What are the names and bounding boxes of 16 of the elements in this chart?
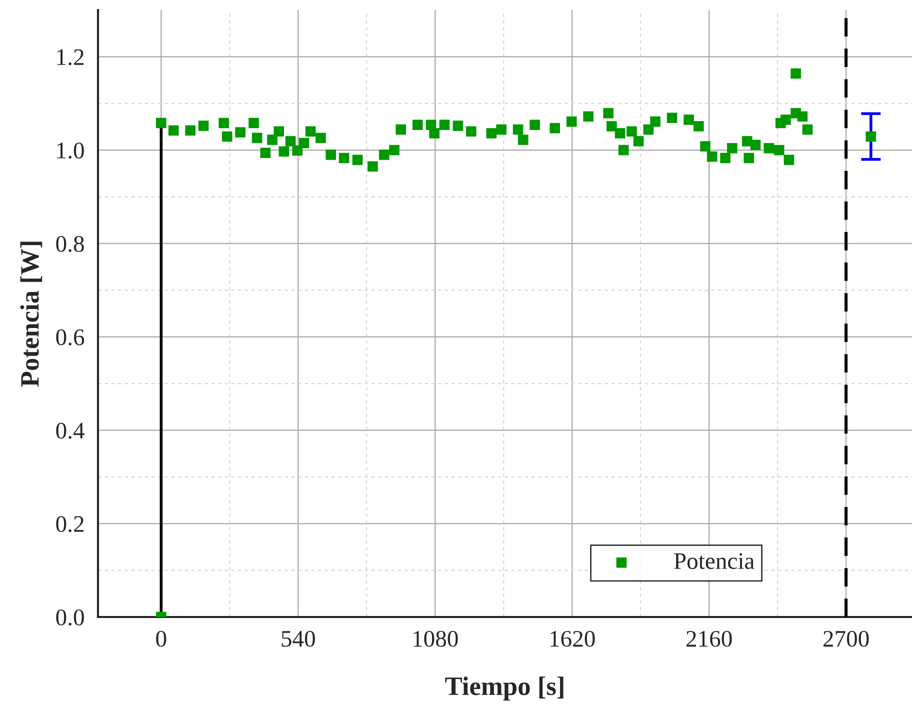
x-tick-label: 540 (282, 630, 315, 647)
y-tick-label: 0.2 (56, 516, 84, 532)
y-axis-title: Potencia [W] (20, 242, 42, 387)
legend-label: Potencia (674, 553, 754, 570)
y-tick-label: 0.4 (56, 422, 84, 439)
y-tick-label: 1.0 (57, 142, 84, 159)
y-tick-label: 0.6 (56, 329, 84, 346)
x-axis-title: Tiempo [s] (445, 676, 564, 701)
x-tick-label: 1080 (414, 630, 458, 647)
y-tick-label: 0.8 (56, 236, 84, 252)
y-tick-label: 1.2 (57, 49, 84, 66)
y-tick-label: 0.0 (56, 609, 84, 626)
x-tick-label: 1620 (550, 630, 595, 647)
x-tick-label: 0 (156, 630, 166, 647)
x-tick-label: 2160 (686, 630, 732, 647)
x-tick-label: 2700 (823, 630, 869, 647)
